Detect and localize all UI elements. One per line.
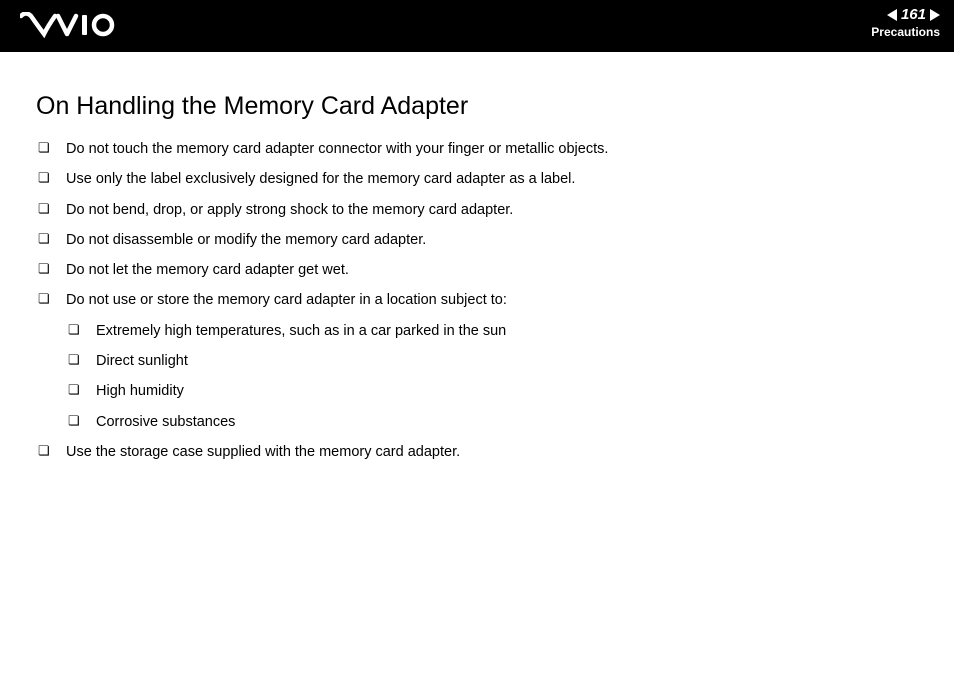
list-item: Do not let the memory card adapter get w… — [36, 260, 918, 280]
list-item-text: Extremely high temperatures, such as in … — [96, 323, 506, 339]
list-item: Corrosive substances — [66, 412, 918, 432]
list-item-text: High humidity — [96, 383, 184, 399]
list-item-text: Use the storage case supplied with the m… — [66, 444, 460, 460]
list-item-text: Corrosive substances — [96, 414, 235, 430]
list-item-text: Direct sunlight — [96, 353, 188, 369]
list-item: Do not disassemble or modify the memory … — [36, 230, 918, 250]
section-label: Precautions — [871, 25, 940, 39]
list-item: Use the storage case supplied with the m… — [36, 442, 918, 462]
page-nav: 161 Precautions — [871, 6, 940, 39]
prev-page-icon[interactable] — [887, 9, 897, 21]
page-content: On Handling the Memory Card Adapter Do n… — [0, 52, 954, 462]
list-item: Do not touch the memory card adapter con… — [36, 139, 918, 159]
list-item-text: Do not bend, drop, or apply strong shock… — [66, 202, 513, 218]
list-item: Direct sunlight — [66, 351, 918, 371]
page-number: 161 — [901, 6, 926, 23]
page-header: 161 Precautions — [0, 0, 954, 52]
precautions-list: Do not touch the memory card adapter con… — [36, 139, 918, 462]
next-page-icon[interactable] — [930, 9, 940, 21]
list-item-text: Do not touch the memory card adapter con… — [66, 141, 608, 157]
list-item: Do not use or store the memory card adap… — [36, 290, 918, 431]
sub-list: Extremely high temperatures, such as in … — [66, 321, 918, 432]
list-item-text: Use only the label exclusively designed … — [66, 171, 575, 187]
page-title: On Handling the Memory Card Adapter — [36, 92, 918, 121]
list-item-text: Do not let the memory card adapter get w… — [66, 262, 349, 278]
list-item: Do not bend, drop, or apply strong shock… — [36, 200, 918, 220]
list-item: Use only the label exclusively designed … — [36, 169, 918, 189]
list-item: Extremely high temperatures, such as in … — [66, 321, 918, 341]
vaio-logo — [20, 12, 116, 45]
list-item-text: Do not disassemble or modify the memory … — [66, 232, 426, 248]
list-item: High humidity — [66, 381, 918, 401]
list-item-text: Do not use or store the memory card adap… — [66, 292, 507, 308]
